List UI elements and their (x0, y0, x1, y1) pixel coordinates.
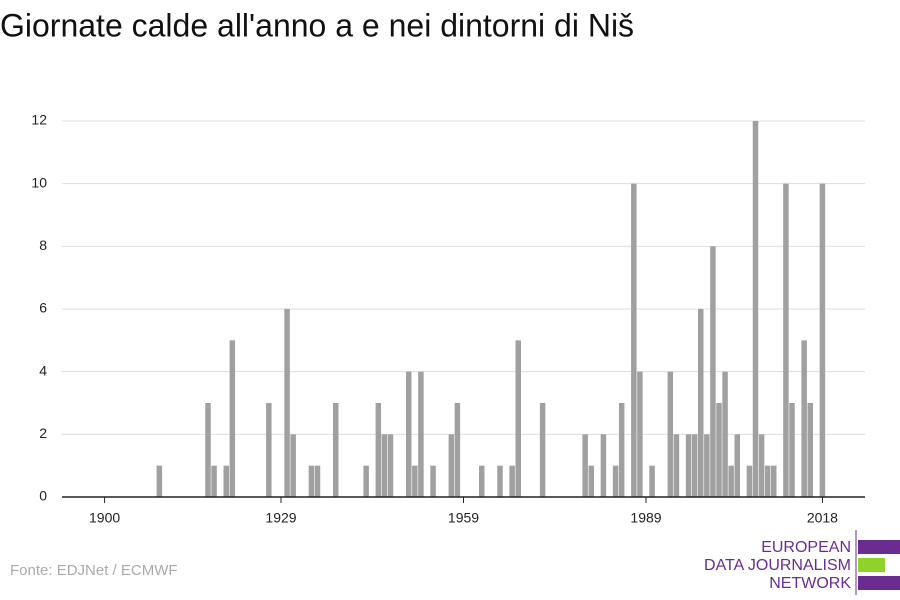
bar (156, 465, 163, 497)
bar (509, 465, 515, 497)
bar (783, 183, 789, 497)
bar (387, 434, 394, 497)
bar (789, 403, 795, 497)
bar (673, 434, 680, 497)
bar (381, 434, 388, 497)
bar (333, 403, 339, 497)
logo-text: EUROPEAN (761, 539, 851, 556)
logo-text: NETWORK (769, 575, 851, 592)
bar (612, 465, 619, 497)
bar (710, 246, 716, 497)
bar (618, 403, 625, 497)
bar (746, 465, 753, 497)
bar (631, 183, 637, 497)
y-tick-label: 10 (31, 174, 47, 190)
bar (716, 403, 722, 497)
bar (205, 403, 211, 497)
bar (539, 403, 546, 497)
bar (722, 371, 728, 497)
logo-bar (858, 576, 900, 590)
logo-bar (858, 540, 900, 554)
bar (211, 465, 217, 497)
x-tick-label: 1900 (89, 510, 120, 526)
bar (685, 434, 692, 497)
bar (819, 183, 826, 497)
bar (497, 465, 503, 497)
y-tick-label: 2 (39, 425, 47, 441)
bar (479, 465, 485, 497)
x-tick-label: 1989 (630, 510, 661, 526)
x-tick-label: 2018 (807, 510, 838, 526)
bar (406, 371, 412, 497)
bar (448, 434, 455, 497)
bar (223, 465, 229, 497)
bar (229, 340, 236, 497)
y-tick-label: 4 (39, 362, 47, 378)
bar (649, 465, 655, 497)
bar (284, 309, 290, 497)
x-tick-label: 1959 (448, 510, 479, 526)
x-tick-label: 1929 (265, 510, 296, 526)
source: Fonte: EDJNet / ECMWF (10, 562, 178, 579)
logo-text: DATA JOURNALISM (704, 557, 851, 574)
bar (801, 340, 807, 497)
bar (752, 121, 759, 497)
bar (691, 434, 698, 497)
bar (290, 434, 296, 497)
y-tick-label: 0 (39, 488, 47, 504)
logo: EUROPEAN DATA JOURNALISM NETWORK (704, 530, 900, 595)
bar (600, 434, 607, 497)
bar (728, 465, 734, 497)
bar (637, 371, 643, 497)
bar (418, 371, 424, 497)
bar (704, 434, 710, 497)
y-tick-label: 8 (39, 237, 47, 253)
bar (454, 403, 461, 497)
bar (758, 434, 765, 497)
bar (430, 465, 436, 497)
bar (266, 403, 272, 497)
bar (308, 465, 315, 497)
chart-title: Giornate calde all'anno a e nei dintorni… (0, 7, 634, 43)
bar (771, 465, 777, 497)
bar (515, 340, 521, 497)
logo-bar (858, 558, 885, 572)
bar (764, 465, 771, 497)
bar (375, 403, 382, 497)
bar (314, 465, 321, 497)
y-tick-label: 12 (31, 112, 47, 128)
bar (807, 403, 813, 497)
bar (412, 465, 418, 497)
bar (734, 434, 740, 497)
bar (698, 309, 704, 497)
bar (667, 371, 674, 497)
y-tick-label: 6 (39, 300, 47, 316)
bar (588, 465, 594, 497)
bar (582, 434, 588, 497)
bar (363, 465, 369, 497)
